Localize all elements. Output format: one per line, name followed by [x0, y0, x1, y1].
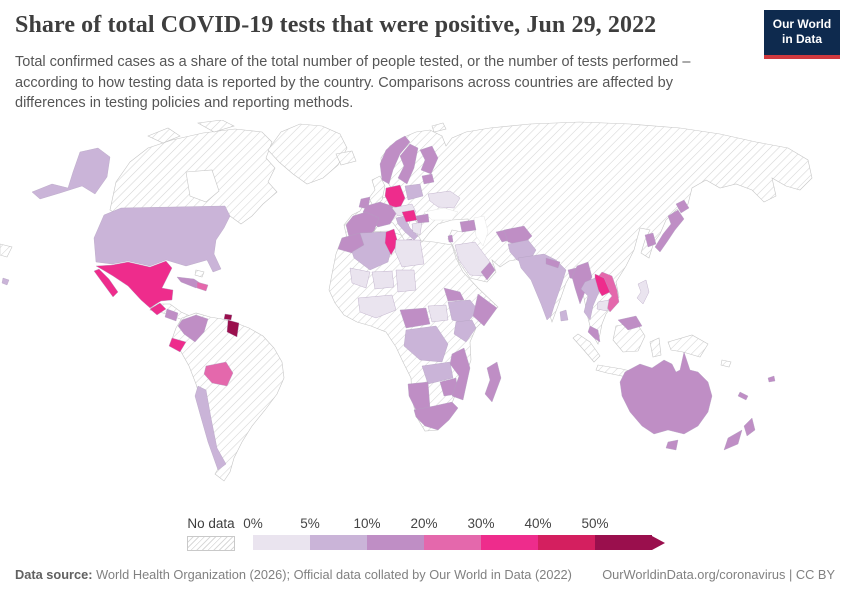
map-country-mali[interactable]: [349, 267, 371, 289]
map-country-dominican-republic[interactable]: [196, 281, 209, 292]
chart-subtitle: Total confirmed cases as a share of the …: [15, 54, 691, 112]
legend-no-data: No data: [187, 516, 235, 551]
map-country-colombia[interactable]: [177, 314, 209, 343]
legend-tick-label: 40%: [524, 516, 552, 531]
map-country-nigeria[interactable]: [357, 294, 397, 319]
map-country-south-sudan[interactable]: [427, 304, 449, 323]
world-map: [0, 119, 850, 512]
map-country-thailand[interactable]: [580, 277, 600, 321]
legend-bin-30-40%[interactable]: [481, 535, 538, 550]
map-country-kenya[interactable]: [453, 319, 477, 343]
legend-bin-20-30%[interactable]: [424, 535, 481, 550]
map-country-hawaii[interactable]: [1, 277, 10, 286]
map-country-south-korea[interactable]: [644, 232, 657, 248]
page-title: Share of total COVID-19 tests that were …: [15, 12, 657, 38]
map-country-namibia[interactable]: [407, 381, 431, 411]
data-source: Data source: World Health Organization (…: [15, 567, 572, 582]
map-landmass-svalbard: [431, 122, 447, 133]
logo-line-1: Our World: [772, 17, 832, 31]
map-country-chile[interactable]: [194, 385, 227, 471]
map-country-central-african-republic[interactable]: [399, 307, 431, 329]
map-landmass-south-america: [170, 312, 285, 482]
map-landmass-new-guinea: [667, 334, 709, 358]
map-country-japan[interactable]: [654, 199, 690, 253]
map-country-guatemala[interactable]: [149, 302, 167, 316]
footer-link[interactable]: OurWorldinData.org/coronavirus | CC BY: [602, 567, 835, 582]
map-country-tunisia[interactable]: [384, 228, 399, 256]
legend-tick-label: 20%: [410, 516, 438, 531]
owid-logo[interactable]: Our World in Data: [764, 10, 840, 59]
black-sea: [423, 207, 459, 221]
legend-tick-label: 50%: [581, 516, 609, 531]
map-country-mexico[interactable]: [93, 260, 174, 309]
legend-bin->50%[interactable]: [595, 535, 652, 550]
map-country-myanmar[interactable]: [571, 261, 593, 305]
logo-line-2: in Data: [781, 32, 822, 46]
map-landmass-chukotka-edge: [0, 243, 13, 258]
map-country-ecuador[interactable]: [168, 337, 187, 353]
map-country-azerbaijan[interactable]: [459, 219, 477, 233]
map-country-israel[interactable]: [447, 234, 454, 243]
legend-bar: [253, 535, 652, 550]
map-country-eritrea[interactable]: [443, 287, 465, 302]
map-country-united-states[interactable]: [93, 205, 231, 273]
map-country-libya[interactable]: [394, 239, 425, 268]
map-country-south-africa[interactable]: [413, 401, 459, 431]
map-landmass-iceland: [335, 150, 357, 166]
map-country-trinidad[interactable]: [223, 313, 233, 321]
legend-tick-label: 5%: [300, 516, 320, 531]
map-country-norway[interactable]: [379, 135, 411, 185]
map-country-new-caledonia[interactable]: [737, 391, 749, 401]
map-country-guyana[interactable]: [226, 319, 240, 338]
legend-bin-40-50%[interactable]: [538, 535, 595, 550]
legend-arrow: [652, 535, 665, 550]
map-landmass-arctic-islands: [147, 119, 235, 144]
map-country-australia[interactable]: [619, 351, 713, 451]
map-country-fiji[interactable]: [767, 375, 776, 383]
map-country-chad[interactable]: [395, 269, 417, 293]
map-country-ethiopia[interactable]: [447, 299, 479, 325]
map-country-bolivia[interactable]: [203, 361, 234, 387]
no-data-label: No data: [187, 516, 235, 531]
legend-bin-5-10%[interactable]: [310, 535, 367, 550]
caspian-sea: [473, 215, 489, 247]
legend-bar-wrap: 0% 5% 10% 20% 30% 40% 50%: [243, 516, 665, 550]
map-country-mozambique[interactable]: [449, 347, 471, 401]
data-source-label: Data source:: [15, 567, 93, 582]
legend-bin-10-20%[interactable]: [367, 535, 424, 550]
map-country-somalia[interactable]: [472, 293, 498, 327]
map-country-zambia[interactable]: [421, 361, 454, 385]
legend-tick-label: 30%: [467, 516, 495, 531]
map-country-india[interactable]: [517, 253, 567, 321]
map-country-nicaragua[interactable]: [164, 308, 179, 322]
map-country-sweden[interactable]: [397, 143, 419, 185]
no-data-swatch[interactable]: [187, 536, 235, 551]
map-country-poland[interactable]: [404, 183, 424, 201]
map-country-cambodia[interactable]: [596, 299, 610, 312]
legend-tick-label: 10%: [353, 516, 381, 531]
map-country-malaysia[interactable]: [587, 315, 643, 343]
map-country-lithuania[interactable]: [421, 173, 435, 185]
chart-footer: Data source: World Health Organization (…: [0, 567, 850, 582]
map-country-sri-lanka[interactable]: [559, 309, 569, 322]
map-country-ukraine[interactable]: [427, 190, 461, 209]
map-country-new-zealand[interactable]: [723, 417, 756, 451]
map-country-oman[interactable]: [480, 261, 496, 281]
map-country-bulgaria[interactable]: [415, 213, 430, 224]
map-country-philippines[interactable]: [636, 279, 650, 305]
map-country-madagascar[interactable]: [484, 361, 502, 403]
data-source-text: World Health Organization (2026); Offici…: [92, 567, 572, 582]
map-country-dr-congo[interactable]: [403, 325, 449, 363]
map-country-nepal[interactable]: [545, 257, 561, 269]
map-country-alaska[interactable]: [31, 147, 111, 200]
map-legend: No data 0% 5% 10% 20% 30% 40% 50%: [187, 516, 665, 551]
map-landmass-solomons: [720, 359, 732, 368]
legend-bin-0-5%[interactable]: [253, 535, 310, 550]
map-landmass-bahamas: [194, 269, 205, 278]
map-country-niger[interactable]: [371, 270, 395, 290]
legend-tick-label: 0%: [243, 516, 263, 531]
map-landmass-greenland: [267, 123, 348, 185]
